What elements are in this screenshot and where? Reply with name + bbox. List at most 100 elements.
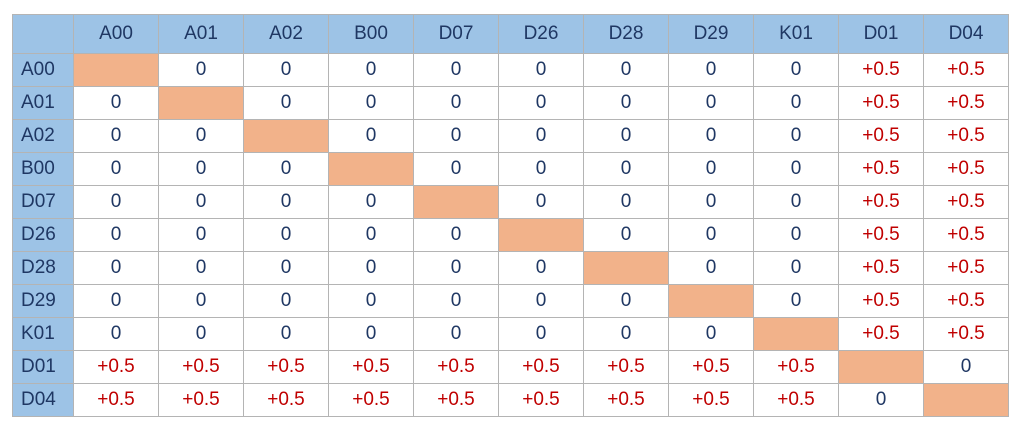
matrix-cell: 0 [413, 119, 499, 153]
matrix-cell: 0 [243, 152, 329, 186]
matrix-cell: 0 [328, 251, 414, 285]
matrix-cell: +0.5 [923, 185, 1009, 219]
column-header-a02: A02 [243, 14, 329, 54]
matrix-cell: 0 [498, 152, 584, 186]
matrix-cell: +0.5 [838, 218, 924, 252]
diagonal-cell [668, 284, 754, 318]
matrix-cell: +0.5 [753, 350, 839, 384]
matrix-cell: 0 [668, 86, 754, 120]
matrix-cell: +0.5 [838, 86, 924, 120]
row-header-d29: D29 [12, 284, 74, 318]
matrix-cell: 0 [158, 185, 244, 219]
column-header-d29: D29 [668, 14, 754, 54]
row-header-d01: D01 [12, 350, 74, 384]
matrix-cell: 0 [668, 251, 754, 285]
matrix-cell: 0 [243, 284, 329, 318]
matrix-cell: 0 [413, 53, 499, 87]
column-header-k01: K01 [753, 14, 839, 54]
matrix-cell: +0.5 [838, 185, 924, 219]
row-header-a01: A01 [12, 86, 74, 120]
matrix-cell: 0 [73, 119, 159, 153]
matrix-cell: 0 [328, 185, 414, 219]
row-header-d04: D04 [12, 383, 74, 417]
matrix-cell: +0.5 [668, 383, 754, 417]
matrix-cell: +0.5 [413, 350, 499, 384]
matrix-cell: 0 [328, 53, 414, 87]
matrix-cell: 0 [583, 317, 669, 351]
diagonal-cell [328, 152, 414, 186]
matrix-cell: 0 [668, 317, 754, 351]
table-row: D07 0 0 0 0 0 0 0 0 +0.5 +0.5 [12, 185, 1009, 219]
diagonal-cell [243, 119, 329, 153]
matrix-cell: +0.5 [73, 350, 159, 384]
diagonal-cell [923, 383, 1009, 417]
matrix-cell: 0 [73, 86, 159, 120]
row-header-k01: K01 [12, 317, 74, 351]
matrix-cell: 0 [583, 86, 669, 120]
matrix-cell: 0 [498, 317, 584, 351]
matrix-cell: 0 [73, 317, 159, 351]
matrix-cell: 0 [413, 317, 499, 351]
row-header-a02: A02 [12, 119, 74, 153]
matrix-cell: +0.5 [923, 86, 1009, 120]
matrix-cell: 0 [158, 251, 244, 285]
matrix-cell: 0 [923, 350, 1009, 384]
matrix-cell: 0 [328, 86, 414, 120]
matrix-cell: +0.5 [498, 383, 584, 417]
table-row: A00 0 0 0 0 0 0 0 0 +0.5 +0.5 [12, 53, 1009, 87]
table-row: D01 +0.5 +0.5 +0.5 +0.5 +0.5 +0.5 +0.5 +0.5 +0.5 0 [12, 350, 1009, 384]
column-header-b00: B00 [328, 14, 414, 54]
matrix-cell: 0 [73, 185, 159, 219]
matrix-cell: 0 [668, 152, 754, 186]
matrix-cell: +0.5 [158, 383, 244, 417]
matrix-cell: +0.5 [923, 119, 1009, 153]
table-row: D28 0 0 0 0 0 0 0 0 +0.5 +0.5 [12, 251, 1009, 285]
matrix-cell: 0 [243, 53, 329, 87]
matrix-cell: 0 [668, 53, 754, 87]
matrix-cell: +0.5 [328, 350, 414, 384]
column-header-a01: A01 [158, 14, 244, 54]
comparison-matrix: A00 A01 A02 B00 D07 D26 D28 D29 K01 D01 D04 A00 0 0 0… [12, 14, 1009, 417]
matrix-cell: 0 [498, 251, 584, 285]
matrix-cell: +0.5 [838, 53, 924, 87]
table-row: D29 0 0 0 0 0 0 0 0 +0.5 +0.5 [12, 284, 1009, 318]
table-row: D26 0 0 0 0 0 0 0 0 +0.5 +0.5 [12, 218, 1009, 252]
matrix-cell: 0 [328, 119, 414, 153]
matrix-cell: 0 [73, 284, 159, 318]
matrix-cell: 0 [498, 86, 584, 120]
matrix-cell: +0.5 [243, 350, 329, 384]
column-header-d01: D01 [838, 14, 924, 54]
matrix-cell: 0 [583, 218, 669, 252]
matrix-cell: +0.5 [583, 383, 669, 417]
matrix-cell: +0.5 [753, 383, 839, 417]
row-header-d26: D26 [12, 218, 74, 252]
table-row: A02 0 0 0 0 0 0 0 0 +0.5 +0.5 [12, 119, 1009, 153]
matrix-cell: +0.5 [923, 218, 1009, 252]
matrix-cell: +0.5 [498, 350, 584, 384]
matrix-cell: 0 [413, 284, 499, 318]
matrix-cell: 0 [753, 218, 839, 252]
column-header-d28: D28 [583, 14, 669, 54]
column-header-d04: D04 [923, 14, 1009, 54]
matrix-body: A00 0 0 0 0 0 0 0 0 +0.5 +0.5 A01 0 0 0 0 0 0 0 0 +0.5 +0.5 A0… [12, 53, 1009, 417]
diagonal-cell [498, 218, 584, 252]
matrix-cell: +0.5 [923, 152, 1009, 186]
matrix-cell: 0 [753, 185, 839, 219]
corner-cell [12, 14, 74, 54]
table-row: A01 0 0 0 0 0 0 0 0 +0.5 +0.5 [12, 86, 1009, 120]
matrix-cell: 0 [753, 152, 839, 186]
matrix-cell: 0 [328, 317, 414, 351]
matrix-cell: +0.5 [838, 119, 924, 153]
matrix-cell: 0 [498, 119, 584, 153]
matrix-cell: 0 [753, 86, 839, 120]
matrix-cell: +0.5 [923, 251, 1009, 285]
column-header-a00: A00 [73, 14, 159, 54]
matrix-cell: +0.5 [923, 317, 1009, 351]
matrix-cell: +0.5 [328, 383, 414, 417]
matrix-cell: 0 [243, 218, 329, 252]
matrix-cell: 0 [583, 152, 669, 186]
table-row: D04 +0.5 +0.5 +0.5 +0.5 +0.5 +0.5 +0.5 +0.5 +0.5 0 [12, 383, 1009, 417]
matrix-cell: 0 [328, 284, 414, 318]
matrix-cell: +0.5 [838, 251, 924, 285]
matrix-cell: +0.5 [838, 152, 924, 186]
